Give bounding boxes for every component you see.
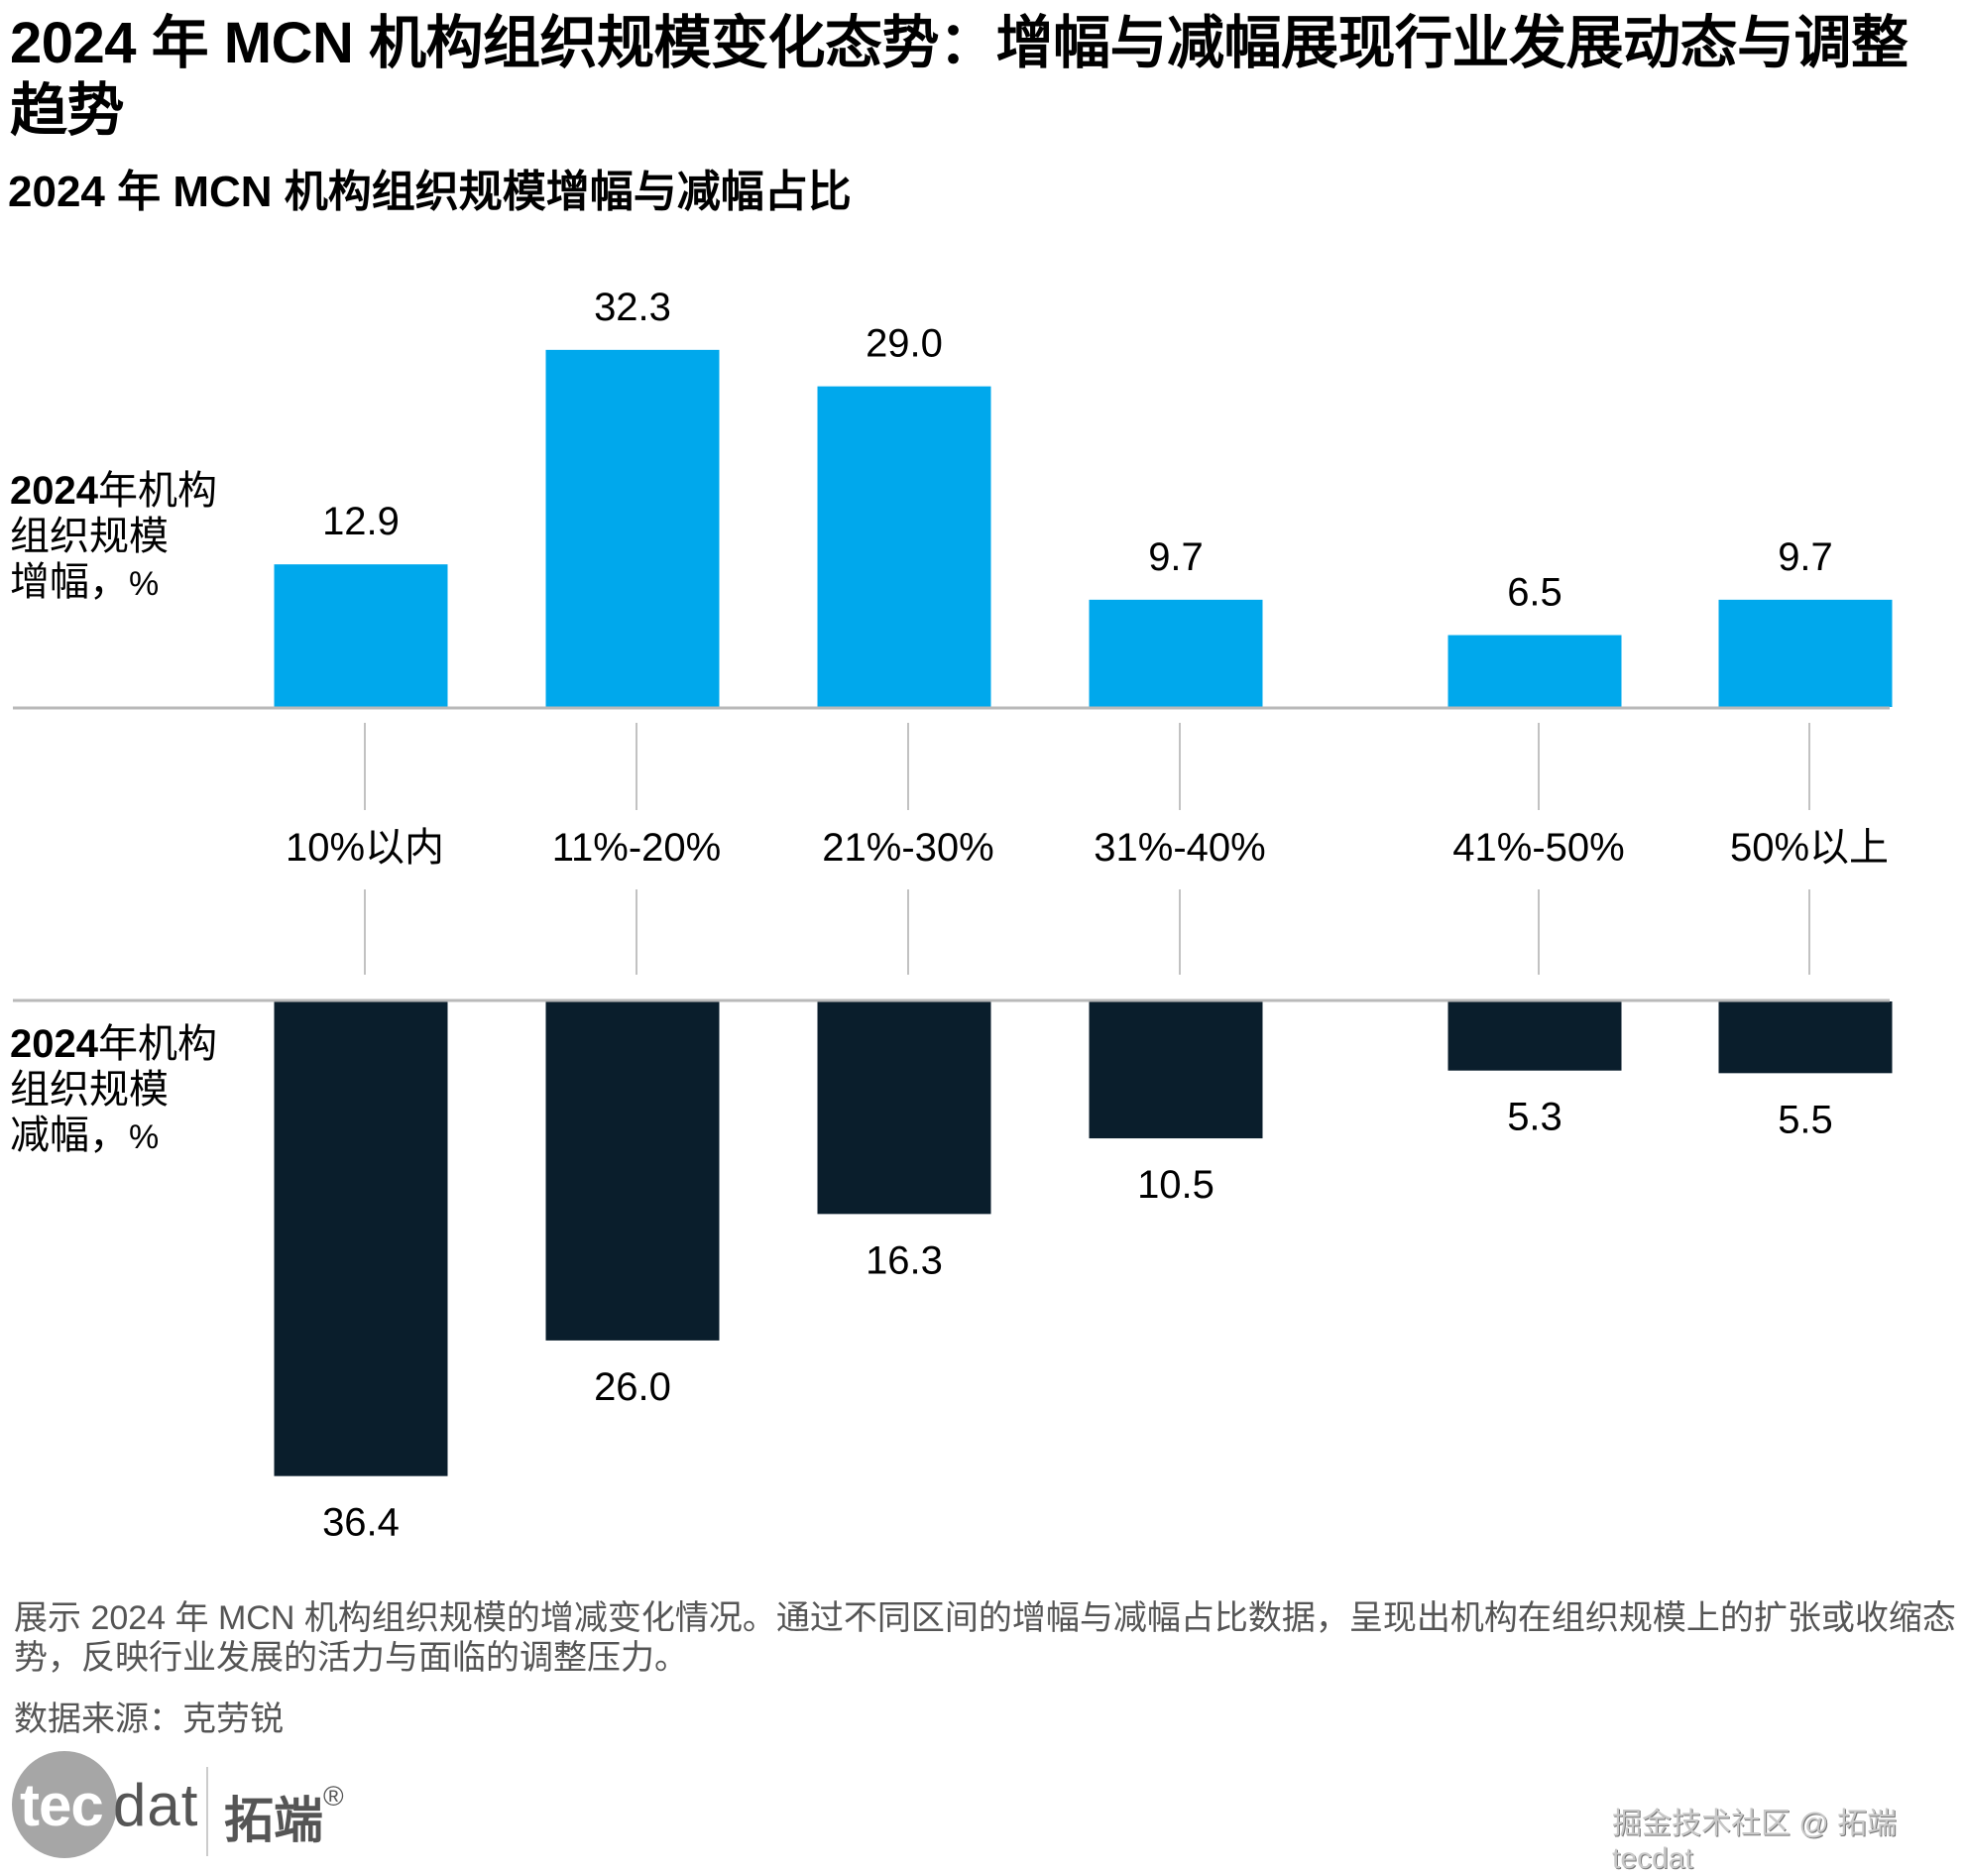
chart-subtitle: 2024 年 MCN 机构组织规模增幅与减幅占比 [8, 168, 852, 216]
increase-bar [1089, 599, 1263, 707]
decrease-bar [545, 1001, 720, 1341]
decrease-bars [274, 1001, 1893, 1476]
decrease-value-label: 10.5 [1137, 1163, 1214, 1207]
bar-chart: 10%以内 11%-20% 21%-30% 31%-40% 41%-50% 50%以上 1… [13, 286, 1893, 1545]
axis-label-text: 年机构 [97, 1022, 217, 1066]
increase-bar [817, 386, 991, 707]
chart-description: 展示 2024 年 MCN 机构组织规模的增减变化情况。通过不同区间的增幅与减幅… [14, 1599, 1956, 1677]
value-labels: 12.9 36.4 32.3 26.0 29.0 16.3 9.7 10.5 6.5 5.3 9.7… [322, 286, 1833, 1545]
decrease-value-label: 16.3 [866, 1238, 943, 1282]
increase-bars [274, 349, 1893, 707]
increase-bar [274, 564, 448, 707]
data-source: 数据来源：克劳锐 [14, 1700, 284, 1738]
axis-label-text: 组织规模 [10, 515, 169, 558]
decrease-value-label: 26.0 [594, 1365, 671, 1409]
category-label: 21%-30% [822, 826, 993, 870]
increase-value-label: 29.0 [866, 322, 943, 366]
page-title: 2024 年 MCN 机构组织规模变化态势：增幅与减幅展现行业发展动态与调整趋势 [10, 11, 1908, 143]
increase-value-label: 12.9 [322, 500, 400, 543]
tecdat-logo: tec dat 拓端® [10, 1747, 367, 1866]
axis-label-text: 年机构 [97, 469, 217, 513]
logo-circle-icon [12, 1751, 117, 1858]
axis-label-unit: % [129, 565, 160, 603]
increase-value-label: 32.3 [594, 286, 671, 329]
axis-label-unit: % [129, 1118, 160, 1156]
logo-cn-name: 拓端 [224, 1793, 323, 1848]
category-label: 11%-20% [552, 826, 721, 870]
category-label: 41%-50% [1452, 826, 1624, 870]
decrease-value-label: 5.3 [1507, 1096, 1562, 1139]
increase-value-label: 9.7 [1148, 535, 1204, 579]
axis-label-text: 增幅， [10, 560, 129, 604]
watermark: 掘金技术社区 @ 拓端tecdat [1612, 1808, 1898, 1875]
axis-label-year: 2024 [10, 1022, 98, 1066]
decrease-value-label: 5.5 [1778, 1098, 1833, 1141]
decrease-bar [1447, 1001, 1622, 1071]
increase-bar [545, 349, 720, 707]
category-labels: 10%以内 11%-20% 21%-30% 31%-40% 41%-50% 50%以上 [286, 826, 1889, 870]
decrease-bar [1089, 1001, 1263, 1139]
category-label: 50%以上 [1730, 826, 1889, 870]
axis-label-year: 2024 [10, 469, 98, 513]
increase-bar [1718, 599, 1893, 707]
decrease-axis-label: 2024年机构 组织规模 减幅，% [10, 1021, 217, 1160]
axis-label-text: 减幅， [10, 1114, 129, 1157]
logo-divider [206, 1767, 208, 1856]
increase-value-label: 9.7 [1778, 535, 1833, 579]
category-label: 31%-40% [1094, 826, 1265, 870]
registered-icon: ® [323, 1781, 344, 1812]
logo-text-dat: dat [113, 1772, 199, 1838]
logo-text-tec: tec [20, 1772, 104, 1838]
increase-value-label: 6.5 [1507, 571, 1562, 615]
decrease-value-label: 36.4 [322, 1501, 400, 1545]
decrease-bar [274, 1001, 448, 1476]
decrease-bar [817, 1001, 991, 1215]
decrease-bar [1718, 1001, 1893, 1074]
axis-label-text: 组织规模 [10, 1068, 169, 1112]
logo-text-cn: 拓端® [224, 1781, 344, 1852]
category-ticks [364, 723, 1810, 975]
increase-bar [1447, 635, 1622, 707]
category-label: 10%以内 [286, 826, 444, 870]
increase-axis-label: 2024年机构 组织规模 增幅，% [10, 468, 217, 607]
